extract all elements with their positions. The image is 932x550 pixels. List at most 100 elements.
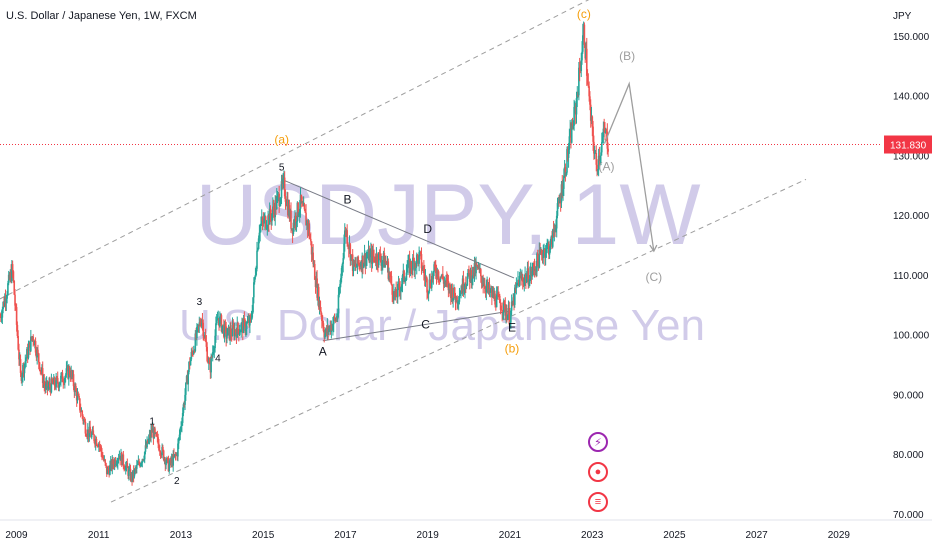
candle-body [324,334,326,338]
candle-body [309,236,311,239]
candle-body [181,422,183,427]
candle-body [101,451,103,458]
candle-body [350,254,352,261]
candle-body [50,378,53,393]
candle-body [510,310,512,323]
candle-body [478,266,481,270]
y-tick-label: 150.000 [893,32,930,43]
candle-body [172,454,174,466]
candle-body [423,267,425,274]
candle-body [136,464,138,469]
candle-body [566,149,568,173]
symbol-watermark: USDJPY, 1W U.S. Dollar / Japanese Yen [179,167,705,350]
candle-body [404,279,407,281]
candle-body [194,333,197,352]
candle-body [272,206,274,214]
candle-body [545,244,548,253]
candle-body [336,313,339,320]
candle-body [476,264,479,269]
candle-body [253,282,255,298]
candle-body [216,319,219,321]
y-tick-label: 80.000 [893,450,924,461]
candle-body [47,386,50,389]
candle-body [292,222,295,234]
candle-body [126,462,129,468]
channel-line[interactable] [110,178,807,503]
candle-body [405,272,408,280]
candle-body [92,430,95,435]
candle-body [400,287,402,293]
candle-body [406,268,409,273]
candle-body [135,468,137,470]
x-tick-label: 2029 [828,530,851,541]
candle-body [72,374,75,387]
lightning-icon[interactable]: ⚡ [588,432,608,452]
candle-body [212,351,215,353]
candle-body [271,213,273,222]
record-icon[interactable]: ● [588,462,608,482]
candle-body [308,223,311,237]
candle-body [136,464,139,466]
candle-body [597,155,600,170]
candle-body [23,364,26,374]
candle-body [347,243,349,247]
y-tick-label: 70.000 [893,510,924,521]
candle-body [46,380,49,389]
candle-body [232,325,235,328]
price-axis: JPY 150.000 140.000 130.000 120.000 110.000 10… [884,11,932,521]
candle-body [276,194,279,197]
chart-title: U.S. Dollar / Japanese Yen, 1W, FXCM [6,10,197,22]
candle-body [464,284,467,286]
candle-body [581,51,583,61]
candle-body [589,104,592,121]
candle-body [439,276,442,281]
candle-body [261,218,264,221]
x-tick-label: 2019 [417,530,440,541]
y-tick-label: 130.000 [893,151,930,162]
candle-body [548,244,550,255]
candle-body [374,256,376,262]
us-flag-icon[interactable]: ≡ [588,492,608,512]
candle-body [395,288,397,297]
candle-body [158,450,161,452]
candle-body [443,281,446,284]
x-tick-label: 2015 [252,530,275,541]
candle-body [75,386,77,391]
candle-body [419,251,422,255]
candle-body [434,264,436,268]
candle-body [446,280,449,282]
candle-body [464,284,466,290]
candle-body [162,446,164,451]
candle-body [17,335,19,350]
candle-body [592,126,594,142]
projection-arrowhead [649,244,658,253]
candle-body [122,454,125,466]
candle-body [576,94,579,99]
candle-body [555,228,557,231]
candle-body [161,446,163,456]
projection-path[interactable] [603,81,655,252]
candle-body [15,305,17,308]
candle-body [391,284,394,295]
candle-body [585,48,588,76]
candle-body [310,241,313,255]
candle-body [298,208,301,214]
candle-body [18,349,20,360]
candle-body [202,322,205,337]
candle-body [144,445,147,452]
candle-body [359,263,361,267]
triangle-line[interactable] [322,310,513,342]
candle-body [123,465,125,469]
candle-body [268,208,271,225]
candle-body [243,318,246,321]
candle-body [442,274,444,280]
candle-body [107,468,110,471]
candle-body [5,298,8,303]
candle-body [365,257,367,266]
candle-body [78,395,80,399]
candle-body [514,287,516,305]
candle-body [165,462,167,466]
candle-body [155,432,158,437]
candle-body [339,284,341,293]
